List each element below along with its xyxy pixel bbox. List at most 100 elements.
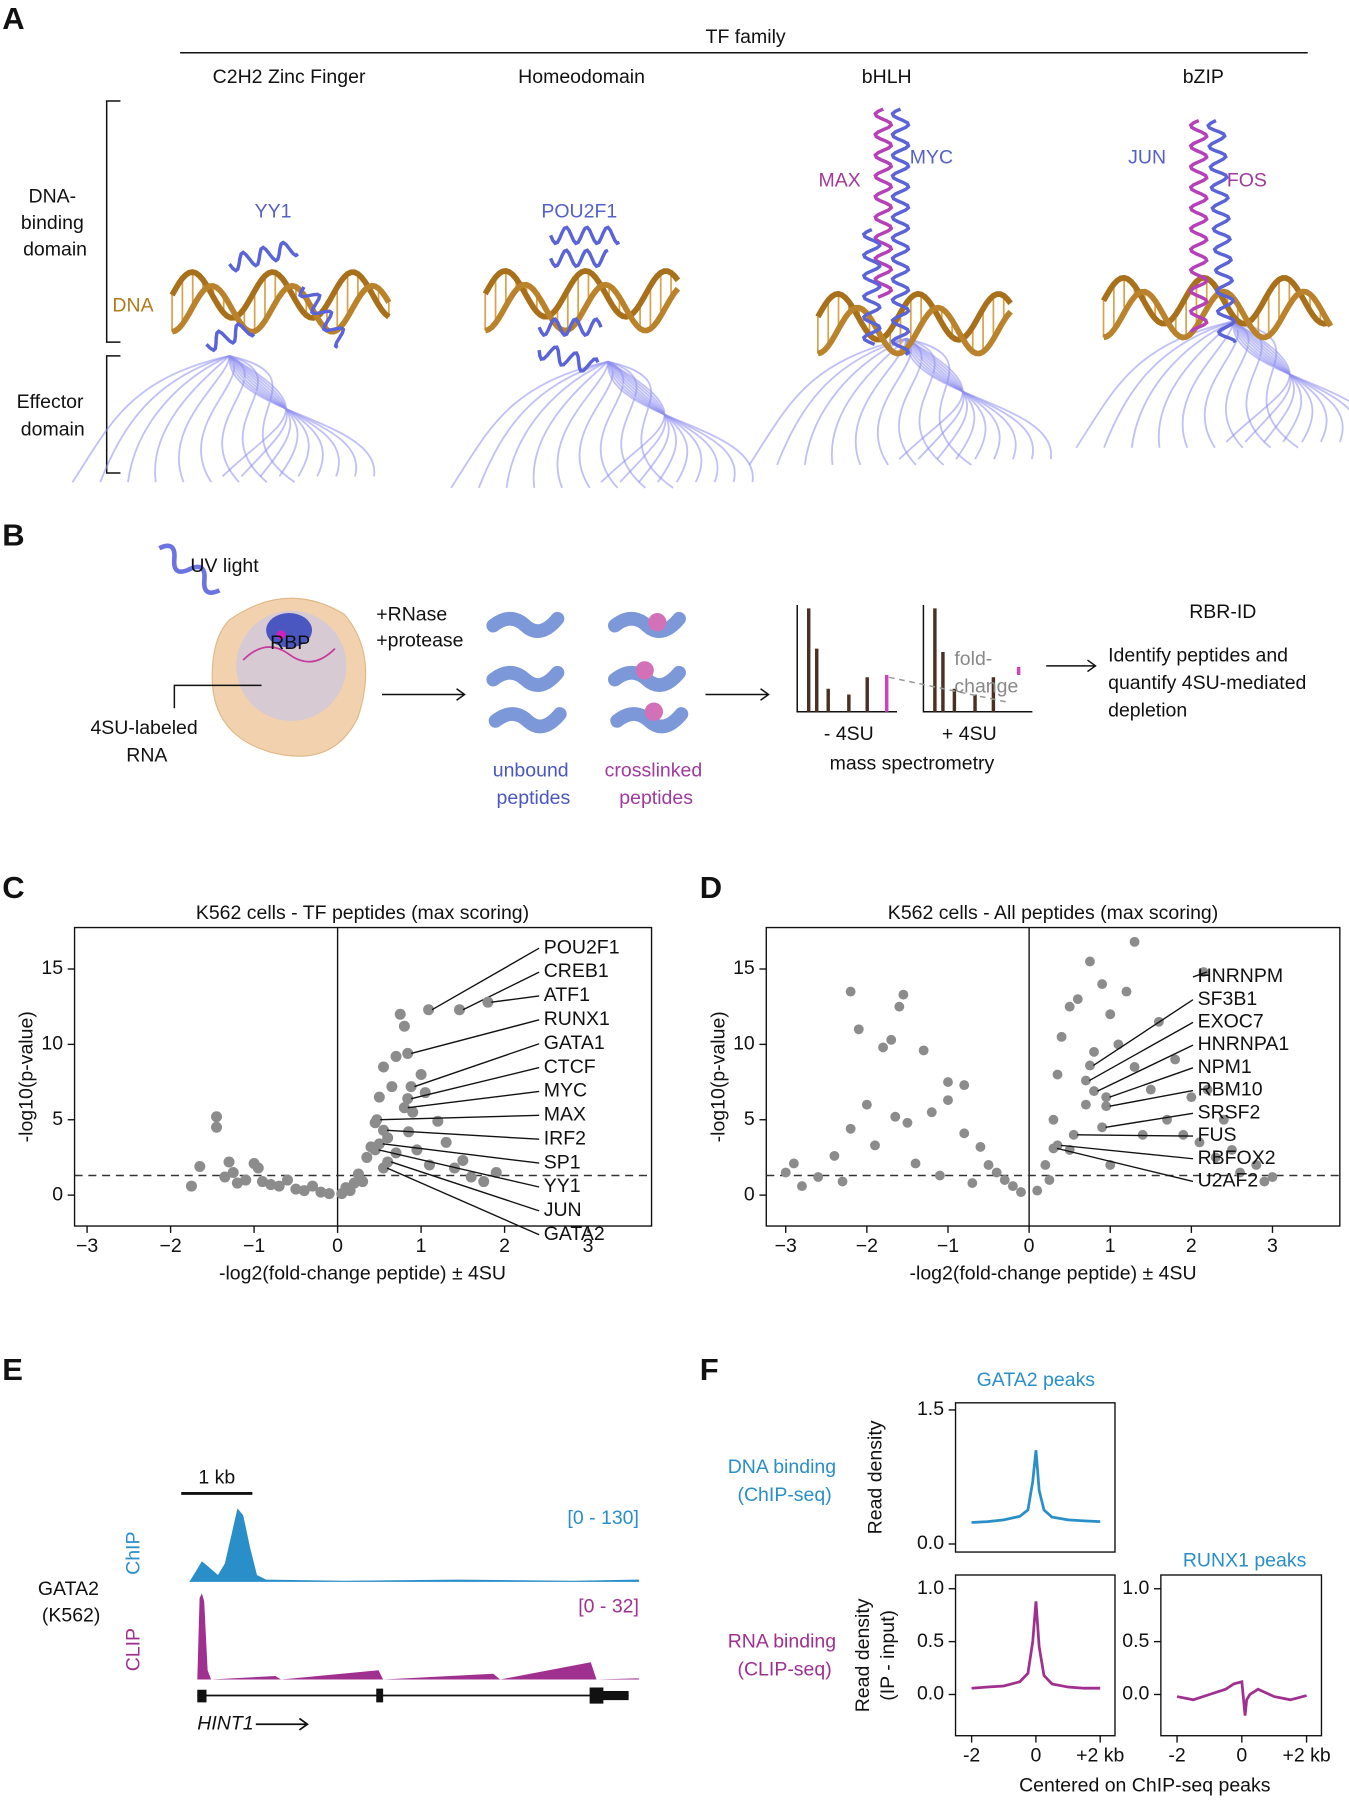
annotation-label: U2AF2 (1198, 1170, 1259, 1192)
annotation-label: HNRNPM (1198, 965, 1284, 987)
plot-frame (954, 1574, 1116, 1737)
row-label-line: domain (21, 419, 85, 441)
crosslink (276, 630, 286, 640)
x-tick-label: -2 (1168, 1745, 1185, 1767)
y-tick-label: 10 (41, 1033, 63, 1055)
chart: −3 −2 −1 0 1 2 3 0 5 10 15 K562 cells - TF peptides… (16, 902, 653, 1284)
annotation-label: SP1 (544, 1151, 581, 1173)
plot-frame (954, 1402, 1116, 1553)
dna-strand (1101, 274, 1333, 327)
x-tick-label: 1 (416, 1235, 427, 1257)
x-tick-label: 0 (1236, 1745, 1247, 1767)
arrow (705, 688, 770, 701)
annotation-leader (414, 1043, 540, 1088)
annotation-leader (382, 1143, 540, 1164)
point (1218, 1114, 1229, 1125)
point (1186, 1092, 1197, 1103)
annotated-point (1101, 1101, 1112, 1112)
rna-label: 4SU-labeled RNA (90, 717, 203, 767)
track-label: CLIP (122, 1628, 144, 1671)
chart: −3 −2 −1 0 1 2 3 0 5 10 15 K562 cells - All peptide… (707, 902, 1341, 1284)
effector-domain (556, 361, 689, 489)
point (1052, 1069, 1063, 1080)
chip-track (189, 1508, 639, 1582)
line (1176, 1680, 1307, 1716)
plot-frame (765, 926, 1341, 1227)
y-tick-label: 0.0 (1122, 1683, 1149, 1705)
x-axis-label: -log2(fold-change peptide) ± 4SU (219, 1262, 506, 1284)
x-tick-label: −3 (775, 1235, 797, 1257)
annotated-point (482, 996, 494, 1008)
point (926, 1107, 937, 1118)
annotation-label: RBFOX2 (1198, 1147, 1276, 1169)
y-axis-label: -log10(p-value) (16, 1011, 38, 1142)
point (378, 1061, 390, 1073)
protein-helix (890, 107, 911, 357)
effector-domain (1130, 320, 1295, 448)
effector-domain (607, 360, 754, 489)
x-tick-label: +2 kb (1282, 1745, 1330, 1767)
adduct (648, 613, 667, 632)
point (1194, 1137, 1205, 1148)
crosslinked-line: peptides (619, 787, 693, 809)
point (211, 1111, 223, 1123)
annotated-point (1085, 1060, 1095, 1071)
annotation-leader (1093, 999, 1194, 1067)
protein-label: MYC (910, 147, 953, 169)
enzyme-line: +RNase (376, 603, 447, 625)
panel-label: E (2, 1352, 23, 1387)
point (1121, 986, 1132, 997)
point (1178, 1129, 1189, 1140)
point (1044, 1175, 1055, 1185)
x-tick-label: 1 (1105, 1235, 1116, 1257)
dna-strand (1102, 288, 1334, 341)
point (1056, 1031, 1067, 1042)
point (1085, 956, 1095, 967)
protein-label: MAX (819, 170, 861, 192)
bracket (105, 100, 121, 474)
point (1007, 1181, 1018, 1192)
annotated-point (1080, 1075, 1091, 1086)
nucleus (236, 610, 347, 721)
unbound-line: peptides (497, 787, 571, 809)
annotation-label: RBM10 (1198, 1079, 1263, 1101)
track-label: ChIP (122, 1532, 144, 1575)
point (943, 1077, 953, 1087)
header: TF family (706, 26, 786, 48)
method-label: mass spectrometry (830, 753, 995, 775)
panel-label: A (2, 1, 24, 36)
annotated-point (1089, 1086, 1099, 1097)
rna-label-line: 4SU-labeled (90, 717, 197, 739)
point (894, 1001, 905, 1012)
protein-helix (1206, 118, 1237, 344)
point (256, 1176, 268, 1188)
point (861, 1099, 872, 1110)
protein-helix (205, 321, 256, 353)
effector-domain (221, 355, 340, 483)
y-tick-label: 5 (52, 1108, 63, 1130)
enzyme-label: +RNase +protease (376, 603, 463, 651)
chart-title: RUNX1 peaks (1183, 1549, 1307, 1571)
point (1259, 1176, 1270, 1187)
point (934, 1170, 945, 1181)
annotation-leader (386, 1167, 540, 1236)
crosslinked-line: crosslinked (605, 760, 703, 782)
row-label: DNA binding (ChIP-seq) (728, 1456, 842, 1506)
arrow (1046, 659, 1097, 673)
unbound-line: unbound (493, 760, 569, 782)
effector-domain (1224, 320, 1344, 449)
effector-domain (599, 360, 719, 489)
protein-helix (228, 240, 299, 273)
point (265, 1179, 277, 1191)
result-title: RBR-ID (1189, 601, 1256, 623)
y-tick-label: 5 (744, 1108, 755, 1130)
point (910, 1158, 921, 1169)
row-label: Effector domain (17, 391, 89, 441)
family-label: bZIP (1183, 66, 1224, 88)
gene-label: HINT1 (197, 1712, 253, 1734)
protein-label: YY1 (255, 201, 292, 223)
point (323, 1188, 335, 1200)
dna-strand (815, 290, 1013, 343)
